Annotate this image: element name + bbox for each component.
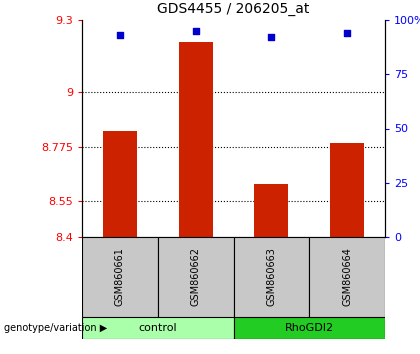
Bar [82, 317, 234, 339]
Text: GSM860662: GSM860662 [191, 247, 201, 307]
Title: GDS4455 / 206205_at: GDS4455 / 206205_at [158, 2, 310, 16]
Bar [255, 184, 289, 237]
Text: GSM860663: GSM860663 [266, 247, 276, 307]
Text: GSM860664: GSM860664 [342, 247, 352, 307]
Bar [309, 237, 385, 317]
Text: genotype/variation ▶: genotype/variation ▶ [4, 323, 108, 333]
Text: GSM860661: GSM860661 [115, 247, 125, 307]
Point [192, 28, 199, 34]
Point [344, 30, 350, 36]
Point [268, 35, 275, 40]
Bar [234, 237, 309, 317]
Bar [234, 317, 385, 339]
Text: control: control [139, 323, 177, 333]
Bar [158, 237, 234, 317]
Bar [103, 131, 137, 237]
Bar [82, 237, 158, 317]
Text: RhoGDI2: RhoGDI2 [285, 323, 334, 333]
Point [116, 32, 123, 38]
Bar [178, 42, 213, 237]
Bar [330, 143, 364, 237]
